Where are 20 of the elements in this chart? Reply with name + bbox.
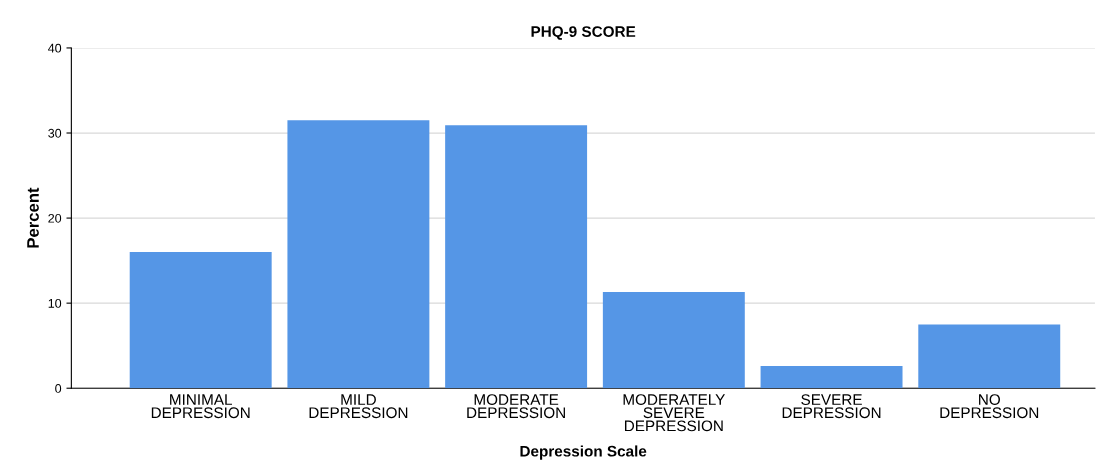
x-axis-title: Depression Scale: [520, 445, 647, 460]
bar: [760, 366, 903, 389]
y-tick-label: 10: [48, 298, 62, 308]
y-tick-label: 30: [48, 128, 62, 138]
bar: [287, 120, 430, 389]
bar: [445, 125, 588, 389]
x-tick-label: NO DEPRESSION: [940, 394, 1039, 419]
bar: [129, 252, 272, 389]
bar: [602, 292, 745, 389]
x-tick-label: MINIMAL DEPRESSION: [151, 394, 250, 419]
x-tick-label: MODERATELY SEVERE DEPRESSION: [623, 394, 725, 432]
chart-title: PHQ-9 SCORE: [531, 26, 636, 40]
x-tick-label: SEVERE DEPRESSION: [782, 394, 881, 419]
y-tick-label: 40: [48, 43, 62, 53]
y-tick-label: 20: [48, 213, 62, 223]
x-tick-label: MODERATE DEPRESSION: [467, 394, 565, 419]
y-axis-title: Percent: [27, 187, 39, 248]
bar: [918, 324, 1061, 389]
y-tick-label: 0: [55, 384, 62, 393]
x-tick-label: MILD DEPRESSION: [309, 394, 408, 419]
